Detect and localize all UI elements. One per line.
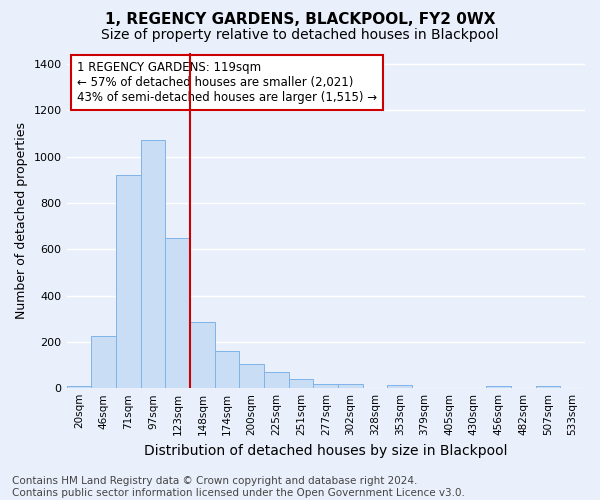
- Bar: [140, 140, 165, 388]
- Text: Contains HM Land Registry data © Crown copyright and database right 2024.
Contai: Contains HM Land Registry data © Crown c…: [12, 476, 465, 498]
- Bar: [190, 322, 215, 388]
- Bar: [388, 384, 412, 388]
- Bar: [116, 175, 140, 388]
- Bar: [239, 364, 264, 388]
- Bar: [313, 384, 338, 388]
- Bar: [536, 386, 560, 388]
- Bar: [215, 351, 239, 388]
- X-axis label: Distribution of detached houses by size in Blackpool: Distribution of detached houses by size …: [144, 444, 508, 458]
- Bar: [264, 372, 289, 388]
- Bar: [165, 238, 190, 388]
- Bar: [67, 386, 91, 388]
- Bar: [91, 336, 116, 388]
- Text: Size of property relative to detached houses in Blackpool: Size of property relative to detached ho…: [101, 28, 499, 42]
- Text: 1, REGENCY GARDENS, BLACKPOOL, FY2 0WX: 1, REGENCY GARDENS, BLACKPOOL, FY2 0WX: [105, 12, 495, 28]
- Bar: [289, 379, 313, 388]
- Text: 1 REGENCY GARDENS: 119sqm
← 57% of detached houses are smaller (2,021)
43% of se: 1 REGENCY GARDENS: 119sqm ← 57% of detac…: [77, 61, 377, 104]
- Bar: [486, 386, 511, 388]
- Bar: [338, 384, 363, 388]
- Y-axis label: Number of detached properties: Number of detached properties: [15, 122, 28, 319]
